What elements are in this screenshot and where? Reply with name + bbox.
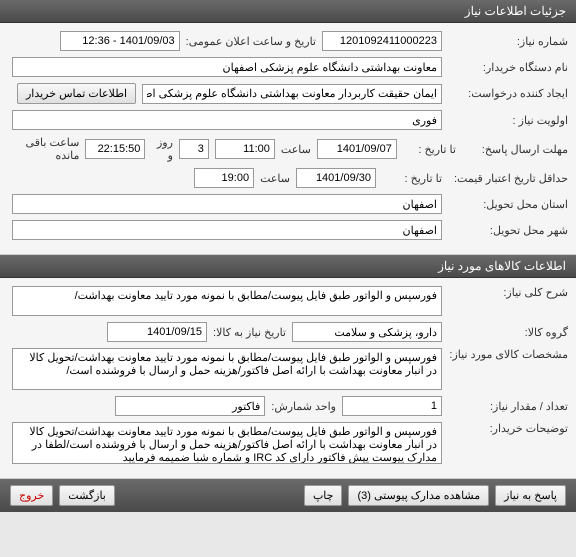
label-deadline-reply: مهلت ارسال پاسخ: [462,143,568,156]
label-to-date-2: تا تاریخ : [382,172,442,185]
label-buyer-notes: توضیحات خریدار: [448,422,568,435]
label-item-desc: شرح کلی نیاز: [448,286,568,299]
footer-left-group: بازگشت خروج [10,485,115,506]
print-button[interactable]: چاپ [304,485,343,506]
back-button[interactable]: بازگشت [59,485,115,506]
row-item-group: گروه کالا: تاریخ نیاز به کالا: [8,322,568,342]
label-time-2: ساعت [260,172,290,185]
row-deadline-reply: مهلت ارسال پاسخ: تا تاریخ : ساعت روز و س… [8,136,568,162]
label-days-and: روز و [151,136,173,162]
row-item-spec: مشخصات کالای مورد نیاز: [8,348,568,390]
attachments-button[interactable]: مشاهده مدارک پیوستی (3) [348,485,489,506]
input-priority[interactable] [12,110,442,130]
label-time-remaining: ساعت باقی مانده [8,136,79,162]
label-announce-datetime: تاریخ و ساعت اعلان عمومی: [186,35,316,48]
row-deadline-price: حداقل تاریخ اعتبار قیمت: تا تاریخ : ساعت [8,168,568,188]
input-need-date[interactable] [107,322,207,342]
input-buyer[interactable] [12,57,442,77]
input-price-date[interactable] [296,168,376,188]
row-buyer: نام دستگاه خریدار: [8,57,568,77]
label-item-spec: مشخصات کالای مورد نیاز: [448,348,568,361]
textarea-item-desc[interactable] [12,286,442,316]
input-time-remaining[interactable] [85,139,145,159]
row-item-desc: شرح کلی نیاز: [8,286,568,316]
input-need-number[interactable] [322,31,442,51]
label-creator: ایجاد کننده درخواست: [448,87,568,100]
row-city: شهر محل تحویل: [8,220,568,240]
row-creator: ایجاد کننده درخواست: اطلاعات تماس خریدار [8,83,568,104]
label-to-date-1: تا تاریخ : [403,143,456,156]
input-unit[interactable] [115,396,265,416]
label-priority: اولویت نیاز : [448,114,568,127]
input-days-remaining[interactable] [179,139,209,159]
textarea-buyer-notes[interactable] [12,422,442,464]
input-reply-date[interactable] [317,139,397,159]
contact-buyer-button[interactable]: اطلاعات تماس خریدار [17,83,136,104]
input-item-qty[interactable] [342,396,442,416]
label-item-qty: تعداد / مقدار نیاز: [448,400,568,413]
section-header-item-info: اطلاعات کالاهای مورد نیاز [0,255,576,278]
label-city: شهر محل تحویل: [448,224,568,237]
footer-toolbar: پاسخ به نیاز مشاهده مدارک پیوستی (3) چاپ… [0,479,576,512]
label-need-date: تاریخ نیاز به کالا: [213,326,286,339]
input-province[interactable] [12,194,442,214]
input-reply-time[interactable] [215,139,275,159]
footer-right-group: پاسخ به نیاز مشاهده مدارک پیوستی (3) چاپ [304,485,566,506]
label-buyer: نام دستگاه خریدار: [448,61,568,74]
label-unit: واحد شمارش: [271,400,336,413]
item-info-form: شرح کلی نیاز: گروه کالا: تاریخ نیاز به ک… [0,278,576,479]
reply-button[interactable]: پاسخ به نیاز [495,485,566,506]
input-price-time[interactable] [194,168,254,188]
section-header-need-details: جزئیات اطلاعات نیاز [0,0,576,23]
input-city[interactable] [12,220,442,240]
exit-button[interactable]: خروج [10,485,53,506]
label-province: استان محل تحویل: [448,198,568,211]
row-need-number: شماره نیاز: تاریخ و ساعت اعلان عمومی: [8,31,568,51]
label-item-group: گروه کالا: [448,326,568,339]
label-need-number: شماره نیاز: [448,35,568,48]
need-details-form: شماره نیاز: تاریخ و ساعت اعلان عمومی: نا… [0,23,576,255]
textarea-item-spec[interactable] [12,348,442,390]
row-province: استان محل تحویل: [8,194,568,214]
label-deadline-price: حداقل تاریخ اعتبار قیمت: [448,172,568,185]
row-priority: اولویت نیاز : [8,110,568,130]
input-announce-datetime[interactable] [60,31,180,51]
row-buyer-notes: توضیحات خریدار: [8,422,568,464]
input-item-group[interactable] [292,322,442,342]
label-time-1: ساعت [281,143,311,156]
row-item-qty: تعداد / مقدار نیاز: واحد شمارش: [8,396,568,416]
input-creator[interactable] [142,84,442,104]
